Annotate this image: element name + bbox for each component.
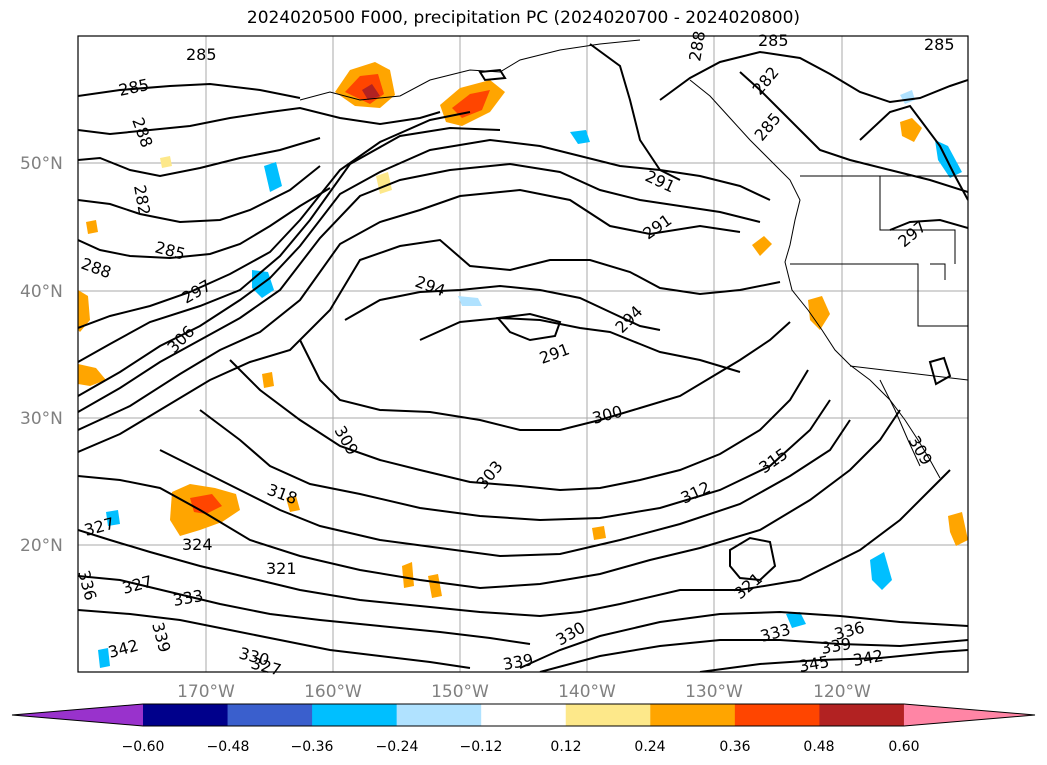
colorbar-tick: 0.60 [888,739,919,755]
colorbar-tick: −0.24 [376,739,419,755]
colorbar-tick: 0.12 [550,739,581,755]
colorbar-segment [312,704,398,726]
colorbar-tick: −0.60 [122,739,165,755]
colorbar-tick: 0.24 [634,739,665,755]
colorbar-segment [143,704,229,726]
lon-label-120w: 120°W [813,682,871,702]
colorbar-segment [396,704,482,726]
colorbar-ticks: −0.60 −0.48 −0.36 −0.24 −0.12 0.12 0.24 … [122,739,920,755]
contour-label: 324 [182,535,213,554]
lat-label-50n: 50°N [20,154,63,174]
contour-label: 285 [758,31,789,50]
lon-label-140w: 140°W [558,682,616,702]
colorbar-segment [734,704,820,726]
colorbar-tick: −0.36 [291,739,334,755]
lat-label-20n: 20°N [20,536,63,556]
colorbar-tick: −0.12 [460,739,503,755]
lon-label-170w: 170°W [177,682,235,702]
colorbar [11,703,1036,727]
chart-title: 2024020500 F000, precipitation PC (20240… [246,8,801,28]
lon-label-130w: 130°W [685,682,743,702]
graticule [78,36,968,672]
height-contours [78,43,968,672]
colorbar-outline [11,703,1036,727]
colorbar-segment [227,704,313,726]
colorbar-tick: 0.48 [803,739,834,755]
contour-label: 285 [924,35,955,54]
colorbar-segment [481,704,567,726]
colorbar-segment [819,704,905,726]
colorbar-tick: 0.36 [719,739,750,755]
map-frame [77,35,969,673]
colorbar-extend-min [12,704,143,726]
lon-label-150w: 150°W [431,682,489,702]
lon-label-160w: 160°W [304,682,362,702]
colorbar-tick: −0.48 [207,739,250,755]
colorbar-segment [565,704,651,726]
colorbar-segment [650,704,736,726]
lat-label-30n: 30°N [20,409,63,429]
map-area [78,36,968,672]
colorbar-extend-max [903,704,1035,726]
lat-label-40n: 40°N [20,282,63,302]
contour-label: 321 [266,559,297,578]
contour-label: 285 [186,45,217,64]
longitude-labels: 170°W 160°W 150°W 140°W 130°W 120°W [177,682,871,702]
latitude-labels: 50°N 40°N 30°N 20°N [20,154,63,556]
